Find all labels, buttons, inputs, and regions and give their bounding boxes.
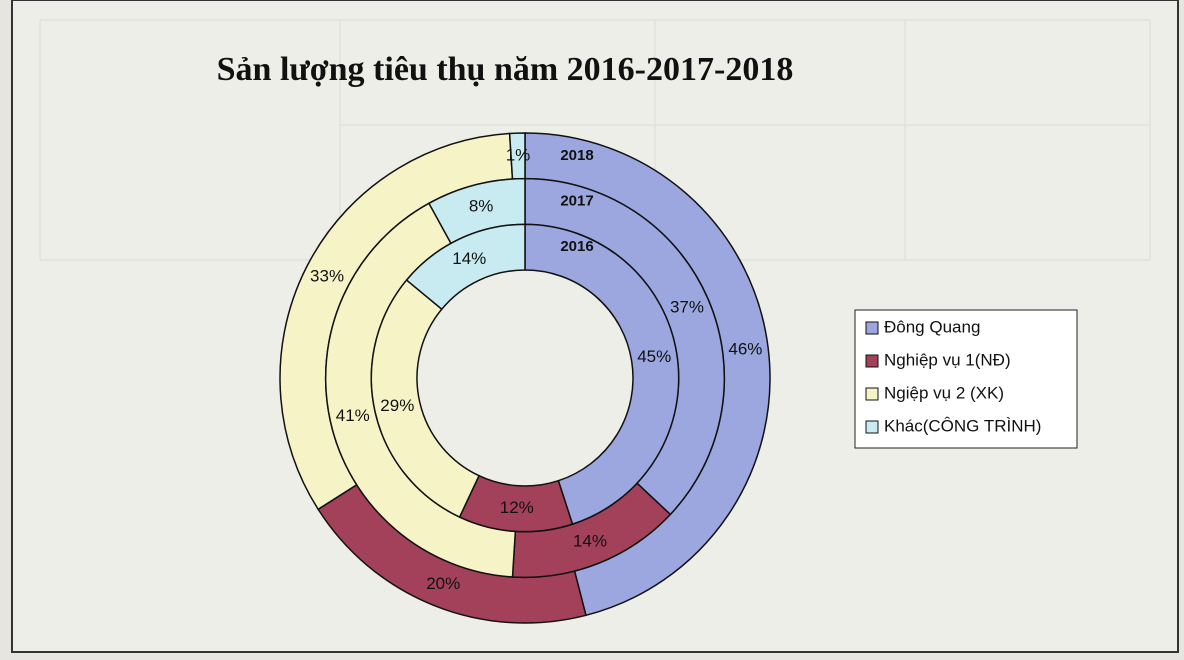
legend-swatch bbox=[865, 387, 879, 401]
legend-label: Khác(CÔNG TRÌNH) bbox=[884, 416, 1041, 435]
donut-segment bbox=[370, 278, 481, 519]
data-label: 45% bbox=[637, 347, 671, 366]
ring-label: 2018 bbox=[560, 147, 593, 164]
donut-segment bbox=[405, 223, 526, 311]
ring-label: 2017 bbox=[560, 192, 593, 209]
ring-label: 2016 bbox=[560, 238, 593, 255]
legend bbox=[854, 309, 1078, 449]
data-label: 41% bbox=[336, 406, 370, 425]
legend-swatch bbox=[865, 420, 879, 434]
data-label: 33% bbox=[310, 267, 344, 286]
chart-title: Sản lượng tiêu thụ năm 2016-2017-2018 bbox=[217, 51, 794, 88]
data-label: 8% bbox=[469, 197, 494, 216]
legend-swatch bbox=[865, 321, 879, 335]
data-label: 12% bbox=[500, 498, 534, 517]
legend-label: Ngiệp vụ 2 (XK) bbox=[884, 383, 1004, 402]
data-label: 14% bbox=[573, 532, 607, 551]
data-label: 46% bbox=[728, 340, 762, 359]
legend-swatch bbox=[865, 354, 879, 368]
donut-segment bbox=[524, 223, 680, 526]
data-label: 37% bbox=[670, 297, 704, 316]
legend-label: Nghiệp vụ 1(NĐ) bbox=[884, 350, 1011, 369]
data-label: 14% bbox=[452, 249, 486, 268]
data-label: 20% bbox=[426, 574, 460, 593]
legend-label: Đông Quang bbox=[884, 317, 980, 336]
data-label: 1% bbox=[506, 145, 531, 164]
data-label: 29% bbox=[380, 396, 414, 415]
